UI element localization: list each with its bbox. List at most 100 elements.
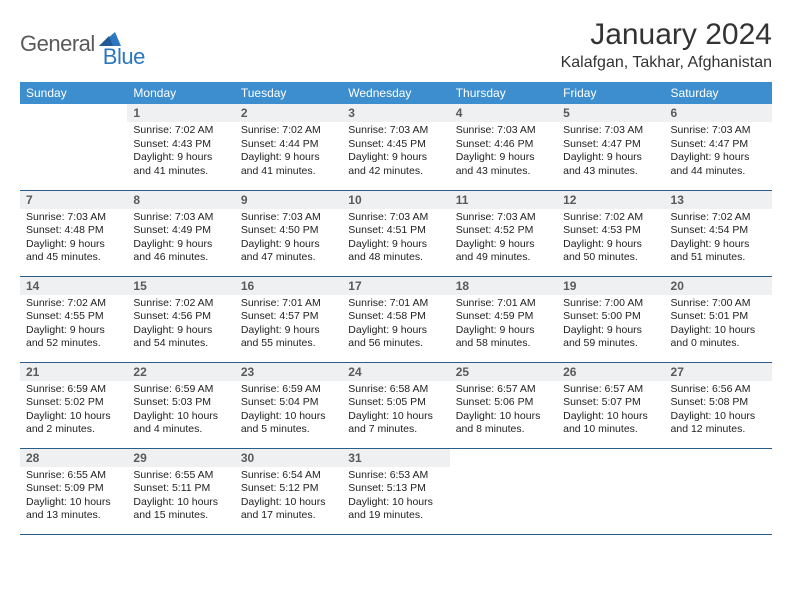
sunrise-line: Sunrise: 7:01 AM	[241, 297, 336, 311]
daylight-line: Daylight: 9 hours and 44 minutes.	[671, 151, 766, 178]
month-title: January 2024	[561, 18, 772, 52]
day-number: 29	[127, 449, 234, 467]
sunrise-line: Sunrise: 6:59 AM	[241, 383, 336, 397]
sunset-line: Sunset: 5:12 PM	[241, 482, 336, 496]
calendar-cell	[665, 448, 772, 534]
daylight-line: Daylight: 9 hours and 48 minutes.	[348, 238, 443, 265]
calendar-cell: 24Sunrise: 6:58 AMSunset: 5:05 PMDayligh…	[342, 362, 449, 448]
sunrise-line: Sunrise: 7:02 AM	[671, 211, 766, 225]
sunset-line: Sunset: 5:04 PM	[241, 396, 336, 410]
calendar-row: 28Sunrise: 6:55 AMSunset: 5:09 PMDayligh…	[20, 448, 772, 534]
sunset-line: Sunset: 4:58 PM	[348, 310, 443, 324]
day-body: Sunrise: 7:03 AMSunset: 4:45 PMDaylight:…	[342, 122, 449, 183]
day-body: Sunrise: 7:02 AMSunset: 4:44 PMDaylight:…	[235, 122, 342, 183]
calendar-row: 1Sunrise: 7:02 AMSunset: 4:43 PMDaylight…	[20, 104, 772, 190]
daylight-line: Daylight: 9 hours and 54 minutes.	[133, 324, 228, 351]
day-number: 26	[557, 363, 664, 381]
sunset-line: Sunset: 4:45 PM	[348, 138, 443, 152]
day-body: Sunrise: 7:03 AMSunset: 4:52 PMDaylight:…	[450, 209, 557, 270]
day-body: Sunrise: 7:03 AMSunset: 4:47 PMDaylight:…	[557, 122, 664, 183]
sunrise-line: Sunrise: 7:00 AM	[671, 297, 766, 311]
sunset-line: Sunset: 4:48 PM	[26, 224, 121, 238]
sunset-line: Sunset: 4:44 PM	[241, 138, 336, 152]
dayname-row: SundayMondayTuesdayWednesdayThursdayFrid…	[20, 82, 772, 104]
calendar-cell: 25Sunrise: 6:57 AMSunset: 5:06 PMDayligh…	[450, 362, 557, 448]
dayname-cell: Friday	[557, 82, 664, 104]
day-number: 3	[342, 104, 449, 122]
day-number: 10	[342, 191, 449, 209]
calendar-head: SundayMondayTuesdayWednesdayThursdayFrid…	[20, 82, 772, 104]
calendar-cell: 23Sunrise: 6:59 AMSunset: 5:04 PMDayligh…	[235, 362, 342, 448]
day-body: Sunrise: 7:02 AMSunset: 4:54 PMDaylight:…	[665, 209, 772, 270]
calendar-cell: 21Sunrise: 6:59 AMSunset: 5:02 PMDayligh…	[20, 362, 127, 448]
logo-word1: General	[20, 31, 95, 57]
sunrise-line: Sunrise: 7:03 AM	[133, 211, 228, 225]
day-number: 2	[235, 104, 342, 122]
sunrise-line: Sunrise: 7:03 AM	[26, 211, 121, 225]
daylight-line: Daylight: 9 hours and 45 minutes.	[26, 238, 121, 265]
calendar-cell: 26Sunrise: 6:57 AMSunset: 5:07 PMDayligh…	[557, 362, 664, 448]
calendar-row: 14Sunrise: 7:02 AMSunset: 4:55 PMDayligh…	[20, 276, 772, 362]
day-number: 16	[235, 277, 342, 295]
page: General Blue January 2024 Kalafgan, Takh…	[0, 0, 792, 535]
daylight-line: Daylight: 9 hours and 50 minutes.	[563, 238, 658, 265]
calendar-cell: 15Sunrise: 7:02 AMSunset: 4:56 PMDayligh…	[127, 276, 234, 362]
sunrise-line: Sunrise: 7:02 AM	[241, 124, 336, 138]
sunset-line: Sunset: 5:13 PM	[348, 482, 443, 496]
sunset-line: Sunset: 4:47 PM	[671, 138, 766, 152]
sunset-line: Sunset: 5:07 PM	[563, 396, 658, 410]
sunset-line: Sunset: 4:55 PM	[26, 310, 121, 324]
day-body: Sunrise: 6:57 AMSunset: 5:06 PMDaylight:…	[450, 381, 557, 442]
day-body: Sunrise: 6:59 AMSunset: 5:02 PMDaylight:…	[20, 381, 127, 442]
sunrise-line: Sunrise: 7:03 AM	[348, 124, 443, 138]
day-body: Sunrise: 6:59 AMSunset: 5:04 PMDaylight:…	[235, 381, 342, 442]
day-number: 5	[557, 104, 664, 122]
day-body: Sunrise: 7:03 AMSunset: 4:50 PMDaylight:…	[235, 209, 342, 270]
daylight-line: Daylight: 9 hours and 41 minutes.	[133, 151, 228, 178]
calendar-cell: 17Sunrise: 7:01 AMSunset: 4:58 PMDayligh…	[342, 276, 449, 362]
calendar-cell: 27Sunrise: 6:56 AMSunset: 5:08 PMDayligh…	[665, 362, 772, 448]
calendar-cell: 14Sunrise: 7:02 AMSunset: 4:55 PMDayligh…	[20, 276, 127, 362]
sunrise-line: Sunrise: 7:01 AM	[348, 297, 443, 311]
day-number: 19	[557, 277, 664, 295]
day-number: 22	[127, 363, 234, 381]
daylight-line: Daylight: 9 hours and 59 minutes.	[563, 324, 658, 351]
logo-word2: Blue	[103, 44, 145, 70]
day-number: 9	[235, 191, 342, 209]
day-body: Sunrise: 7:01 AMSunset: 4:59 PMDaylight:…	[450, 295, 557, 356]
calendar-cell: 11Sunrise: 7:03 AMSunset: 4:52 PMDayligh…	[450, 190, 557, 276]
calendar-cell: 29Sunrise: 6:55 AMSunset: 5:11 PMDayligh…	[127, 448, 234, 534]
daylight-line: Daylight: 10 hours and 7 minutes.	[348, 410, 443, 437]
daylight-line: Daylight: 9 hours and 46 minutes.	[133, 238, 228, 265]
dayname-cell: Tuesday	[235, 82, 342, 104]
daylight-line: Daylight: 9 hours and 49 minutes.	[456, 238, 551, 265]
day-body: Sunrise: 7:02 AMSunset: 4:55 PMDaylight:…	[20, 295, 127, 356]
day-body: Sunrise: 7:02 AMSunset: 4:53 PMDaylight:…	[557, 209, 664, 270]
daylight-line: Daylight: 10 hours and 5 minutes.	[241, 410, 336, 437]
calendar-cell: 4Sunrise: 7:03 AMSunset: 4:46 PMDaylight…	[450, 104, 557, 190]
calendar-cell: 31Sunrise: 6:53 AMSunset: 5:13 PMDayligh…	[342, 448, 449, 534]
sunset-line: Sunset: 4:50 PM	[241, 224, 336, 238]
sunset-line: Sunset: 4:53 PM	[563, 224, 658, 238]
calendar-cell: 1Sunrise: 7:02 AMSunset: 4:43 PMDaylight…	[127, 104, 234, 190]
dayname-cell: Thursday	[450, 82, 557, 104]
calendar-cell: 20Sunrise: 7:00 AMSunset: 5:01 PMDayligh…	[665, 276, 772, 362]
sunset-line: Sunset: 5:05 PM	[348, 396, 443, 410]
day-body: Sunrise: 6:59 AMSunset: 5:03 PMDaylight:…	[127, 381, 234, 442]
sunset-line: Sunset: 5:02 PM	[26, 396, 121, 410]
sunrise-line: Sunrise: 7:01 AM	[456, 297, 551, 311]
dayname-cell: Wednesday	[342, 82, 449, 104]
day-number: 30	[235, 449, 342, 467]
day-number: 13	[665, 191, 772, 209]
day-body: Sunrise: 7:02 AMSunset: 4:43 PMDaylight:…	[127, 122, 234, 183]
sunrise-line: Sunrise: 6:53 AM	[348, 469, 443, 483]
day-number: 18	[450, 277, 557, 295]
calendar-body: 1Sunrise: 7:02 AMSunset: 4:43 PMDaylight…	[20, 104, 772, 534]
calendar-cell	[557, 448, 664, 534]
sunset-line: Sunset: 5:03 PM	[133, 396, 228, 410]
day-number: 12	[557, 191, 664, 209]
daylight-line: Daylight: 9 hours and 55 minutes.	[241, 324, 336, 351]
sunset-line: Sunset: 5:09 PM	[26, 482, 121, 496]
day-number: 8	[127, 191, 234, 209]
day-body: Sunrise: 6:58 AMSunset: 5:05 PMDaylight:…	[342, 381, 449, 442]
